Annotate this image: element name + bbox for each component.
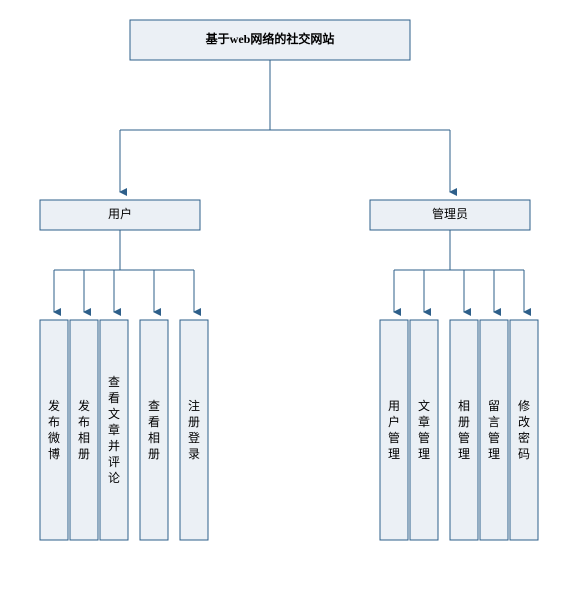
node-admin-leaf-1 [410,320,438,540]
node-admin-leaf-0 [380,320,408,540]
node-admin-leaf-3 [480,320,508,540]
node-user-leaf-1 [70,320,98,540]
label-user-leaf-2: 查看文章并评论 [108,375,120,485]
node-user-leaf-3 [140,320,168,540]
node-user-leaf-4 [180,320,208,540]
label-admin: 管理员 [432,206,468,221]
node-admin-leaf-2 [450,320,478,540]
tree-diagram: 基于web网络的社交网站用户管理员发布微博发布相册查看文章并评论查看相册注册登录… [0,0,580,591]
node-admin-leaf-4 [510,320,538,540]
node-user-leaf-0 [40,320,68,540]
label-user: 用户 [108,206,132,221]
label-root: 基于web网络的社交网站 [205,31,335,46]
